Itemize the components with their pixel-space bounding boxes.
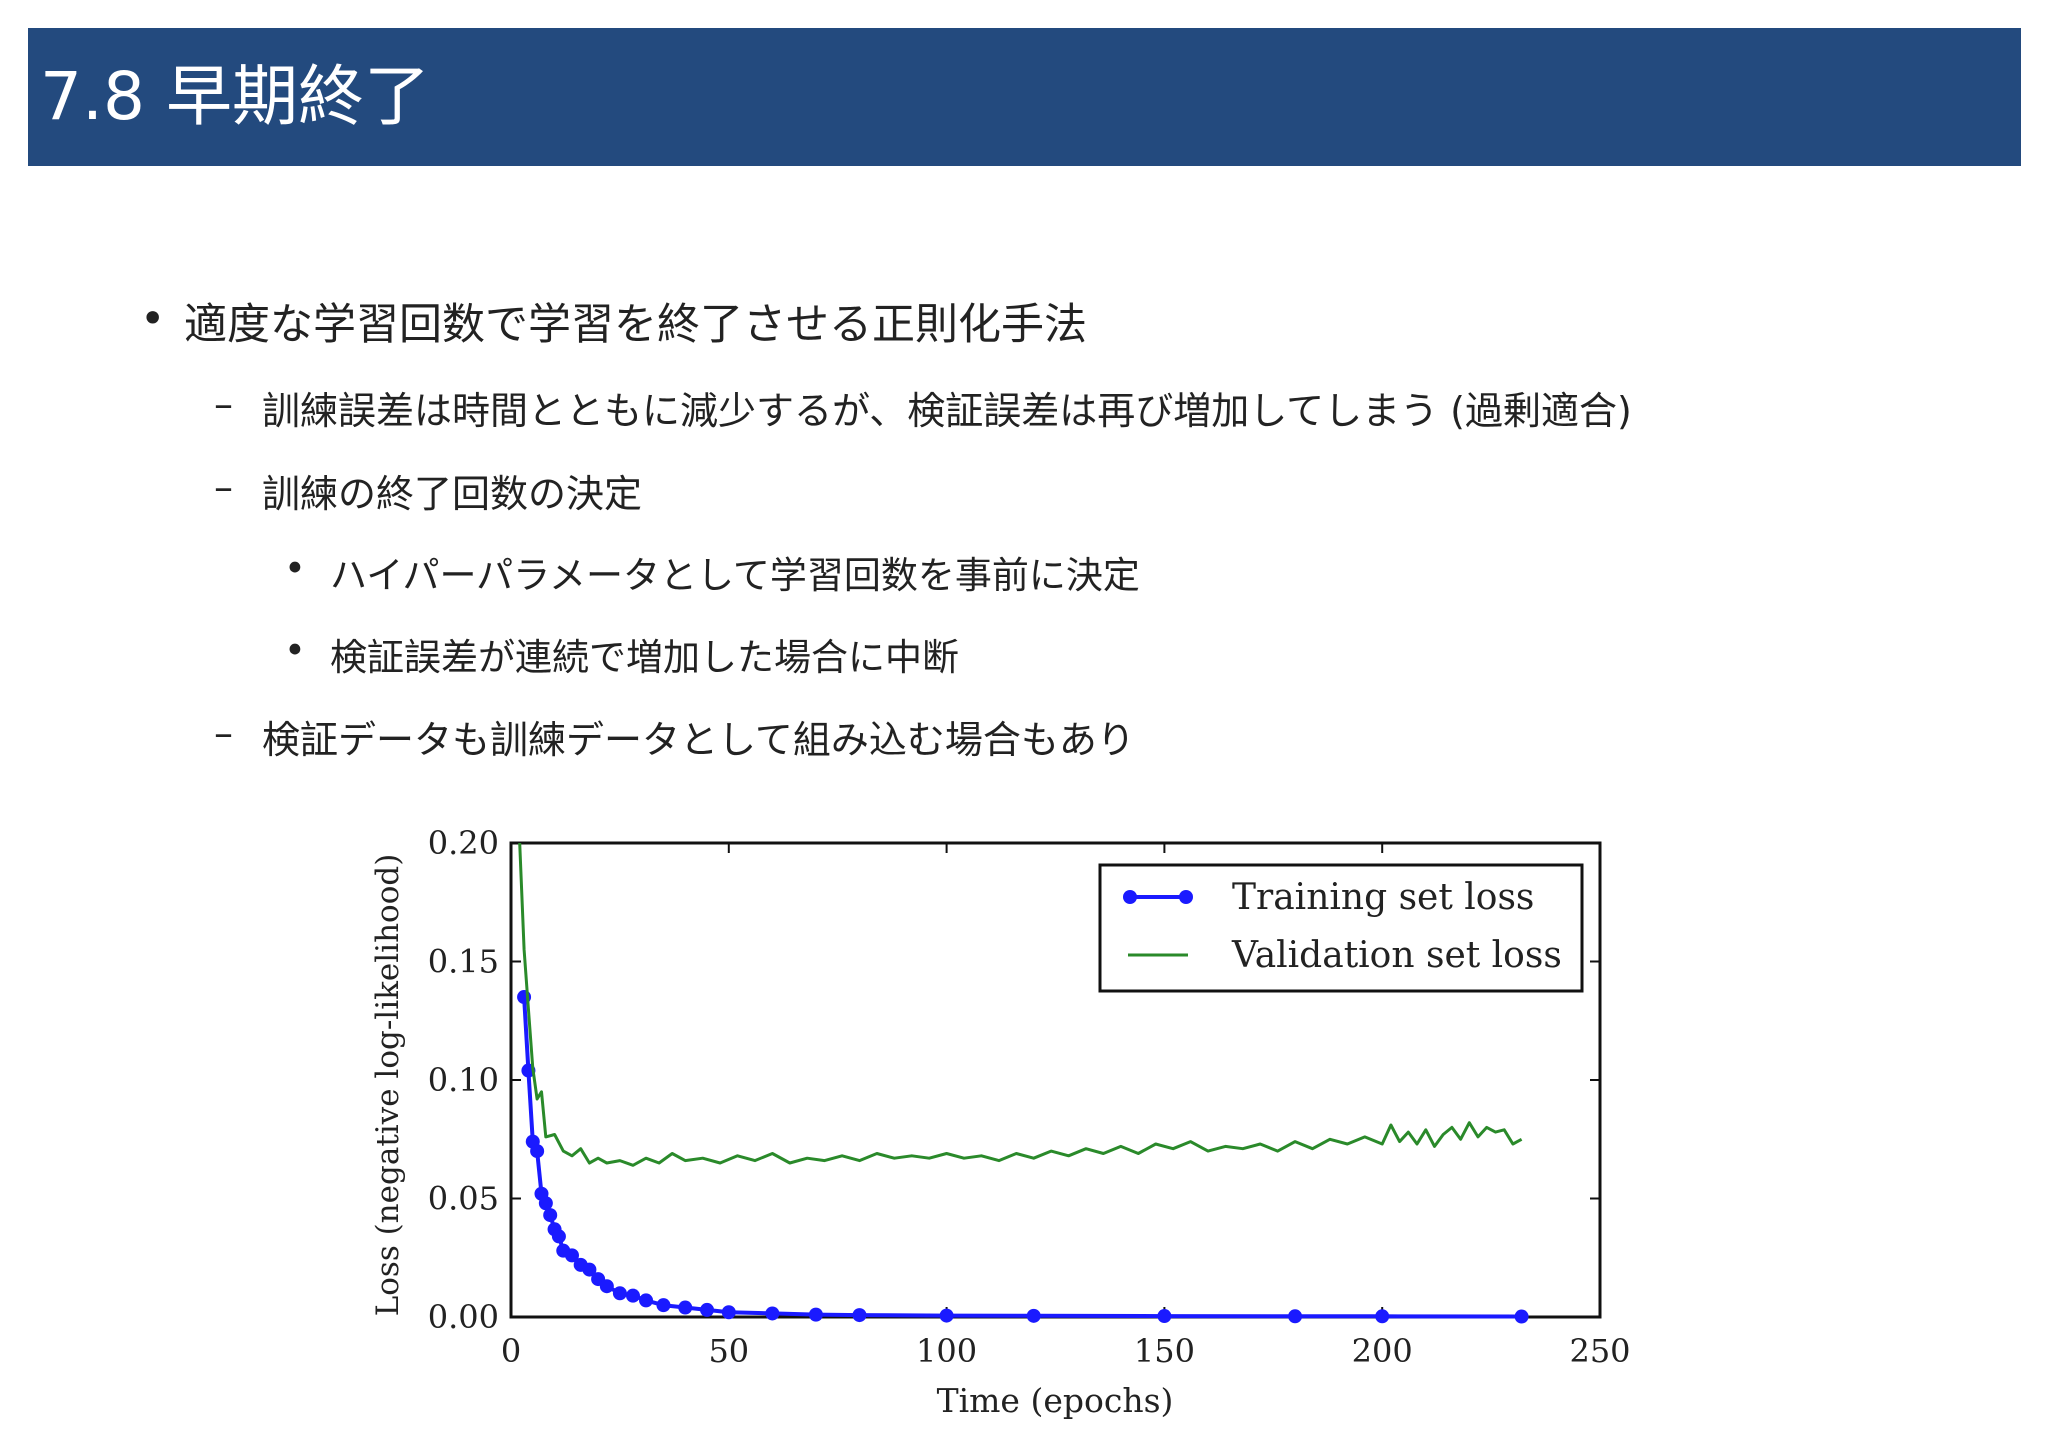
bullet-text: 検証データも訓練データとして組み込む場合もあり — [262, 718, 1135, 762]
training-point — [852, 1308, 867, 1323]
training-point — [551, 1229, 566, 1244]
training-point — [582, 1262, 597, 1277]
legend-label: Training set loss — [1232, 877, 1534, 918]
y-axis-label: Loss (negative log-likelihood) — [370, 854, 406, 1317]
x-tick-label: 0 — [501, 1332, 521, 1370]
training-point — [721, 1305, 736, 1320]
training-point — [1026, 1308, 1041, 1323]
bullet-text: 検証誤差が連続で増加した場合に中断 — [330, 636, 959, 679]
bullet-text: ハイパーパラメータとして学習回数を事前に決定 — [330, 554, 1140, 597]
x-tick-label: 200 — [1352, 1332, 1413, 1370]
chart-legend: Training set loss Validation set loss — [1098, 863, 1584, 993]
training-point — [1157, 1309, 1172, 1324]
y-tick-label: 0.00 — [428, 1298, 499, 1336]
training-point — [543, 1208, 558, 1223]
y-tick-label: 0.05 — [428, 1180, 499, 1218]
training-point — [765, 1306, 780, 1321]
training-point — [1514, 1309, 1529, 1324]
y-tick-label: 0.10 — [428, 1061, 499, 1099]
y-tick-label: 0.15 — [428, 943, 499, 981]
x-tick-label: 150 — [1134, 1332, 1195, 1370]
training-point — [808, 1307, 823, 1322]
training-point — [612, 1286, 627, 1301]
bullet-marker: • — [284, 547, 306, 590]
training-point — [656, 1298, 671, 1313]
bullet-text: 適度な学習回数で学習を終了させる正則化手法 — [184, 300, 1087, 350]
training-point — [599, 1279, 614, 1294]
training-point — [625, 1288, 640, 1303]
training-point — [639, 1293, 654, 1308]
training-point — [678, 1300, 693, 1315]
bullet-marker: – — [214, 382, 233, 426]
training-point — [1375, 1309, 1390, 1324]
bullet-marker: – — [214, 711, 233, 755]
x-axis-label: Time (epochs) — [937, 1381, 1174, 1420]
bullet-marker: – — [214, 465, 233, 509]
legend-marker — [1123, 890, 1137, 904]
training-point — [538, 1196, 553, 1211]
title-bar: 7.8 早期終了 — [28, 28, 2021, 166]
bullet-text: 訓練の終了回数の決定 — [262, 472, 643, 516]
legend-marker — [1179, 890, 1193, 904]
series-line-validation — [518, 842, 1523, 1167]
x-tick-label: 100 — [916, 1332, 977, 1370]
training-point — [564, 1248, 579, 1263]
training-point — [939, 1308, 954, 1323]
legend-label: Validation set loss — [1231, 935, 1562, 976]
training-point — [700, 1302, 715, 1317]
training-point — [1288, 1309, 1303, 1324]
bullet-text: 訓練誤差は時間とともに減少するが、検証誤差は再び増加してしまう (過剰適合) — [262, 389, 1632, 433]
bullet-marker: • — [284, 629, 306, 672]
bullet-marker: • — [140, 294, 166, 344]
slide-title: 7.8 早期終了 — [40, 58, 430, 135]
training-point — [530, 1144, 545, 1159]
x-tick-label: 50 — [708, 1332, 749, 1370]
x-tick-label: 250 — [1569, 1332, 1630, 1370]
chart-series — [517, 842, 1529, 1324]
legend-box — [1098, 863, 1584, 993]
y-tick-label: 0.20 — [428, 824, 499, 862]
